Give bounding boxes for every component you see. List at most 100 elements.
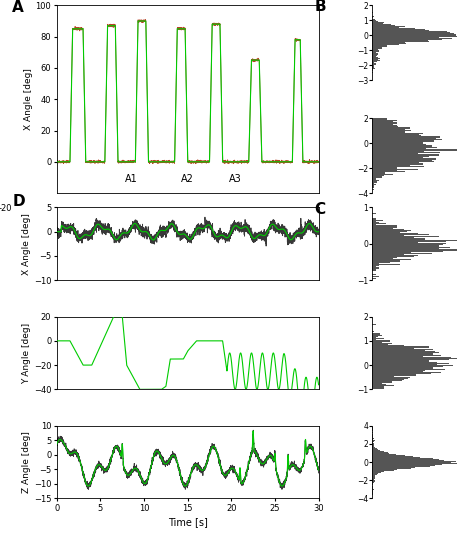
Bar <box>373 453 389 454</box>
Bar <box>373 390 376 391</box>
Bar <box>373 269 376 270</box>
Bar <box>373 337 376 338</box>
Bar <box>373 267 379 268</box>
Bar <box>373 385 394 386</box>
Bar <box>373 99 374 101</box>
Bar <box>373 156 429 157</box>
Bar <box>373 446 375 448</box>
Bar <box>373 23 383 24</box>
Bar <box>373 366 443 368</box>
Bar <box>373 27 410 28</box>
Bar <box>373 248 439 250</box>
Bar <box>373 154 439 156</box>
Bar <box>373 19 375 20</box>
Bar <box>373 129 405 130</box>
Bar <box>373 465 435 466</box>
Bar <box>373 126 398 128</box>
Y-axis label: X Angle [deg]: X Angle [deg] <box>24 68 33 130</box>
Bar <box>373 116 383 117</box>
Bar <box>373 237 414 239</box>
Y-axis label: Y Angle [deg]: Y Angle [deg] <box>22 323 31 384</box>
Bar <box>373 108 374 109</box>
Bar <box>373 105 375 106</box>
Bar <box>373 456 413 457</box>
Bar <box>373 258 393 259</box>
Bar <box>373 170 397 171</box>
Bar <box>373 17 374 18</box>
Bar <box>373 44 399 45</box>
Bar <box>373 152 440 153</box>
Bar <box>373 363 448 364</box>
Bar <box>373 66 374 67</box>
Bar <box>373 382 392 383</box>
Bar <box>373 459 439 460</box>
Bar <box>373 106 374 107</box>
Bar <box>373 362 437 363</box>
Bar <box>373 189 374 190</box>
Bar <box>373 235 404 236</box>
Bar <box>373 144 426 145</box>
Bar <box>373 479 374 480</box>
Bar <box>373 120 397 121</box>
Bar <box>373 334 383 336</box>
Bar <box>373 112 385 114</box>
Bar <box>373 160 432 161</box>
Bar <box>373 450 380 451</box>
Bar <box>373 60 380 61</box>
Bar <box>373 43 406 44</box>
Bar <box>373 151 424 152</box>
Bar <box>373 115 382 116</box>
Bar <box>373 343 392 344</box>
Bar <box>373 378 409 379</box>
Bar <box>373 36 456 37</box>
Bar <box>373 118 387 120</box>
Bar <box>373 20 377 21</box>
Bar <box>373 340 391 342</box>
Bar <box>373 357 451 358</box>
Bar <box>373 377 410 378</box>
Bar <box>373 259 411 260</box>
Bar <box>373 40 428 41</box>
Bar <box>373 29 425 30</box>
Bar <box>373 239 425 240</box>
Y-axis label: Z Angle [deg]: Z Angle [deg] <box>22 431 31 493</box>
Bar <box>373 379 404 381</box>
Bar <box>373 113 377 115</box>
Bar <box>373 236 439 237</box>
Bar <box>373 175 383 176</box>
Bar <box>373 67 374 68</box>
Bar <box>373 68 375 69</box>
Bar <box>373 270 376 271</box>
Bar <box>373 72 374 73</box>
Bar <box>373 38 452 39</box>
Bar <box>373 398 376 399</box>
Bar <box>373 399 374 400</box>
Bar <box>373 341 383 343</box>
Bar <box>373 168 418 170</box>
Bar <box>373 24 391 25</box>
Bar <box>373 489 374 490</box>
Bar <box>373 471 390 472</box>
Bar <box>373 63 376 64</box>
Bar <box>373 336 378 337</box>
Bar <box>373 34 456 35</box>
Bar <box>373 268 379 269</box>
Text: A2: A2 <box>181 174 194 184</box>
Bar <box>373 30 428 31</box>
Bar <box>373 185 374 187</box>
Bar <box>373 187 374 188</box>
Bar <box>373 254 404 255</box>
Text: A3: A3 <box>229 174 242 184</box>
Bar <box>373 373 430 375</box>
Bar <box>373 218 376 219</box>
Bar <box>373 131 405 133</box>
Bar <box>373 121 393 122</box>
Bar <box>373 163 423 165</box>
Bar <box>373 331 374 332</box>
Bar <box>373 352 438 353</box>
Bar <box>373 46 387 47</box>
Bar <box>373 477 374 478</box>
Bar <box>373 161 434 162</box>
Bar <box>373 148 426 150</box>
Bar <box>373 473 377 474</box>
